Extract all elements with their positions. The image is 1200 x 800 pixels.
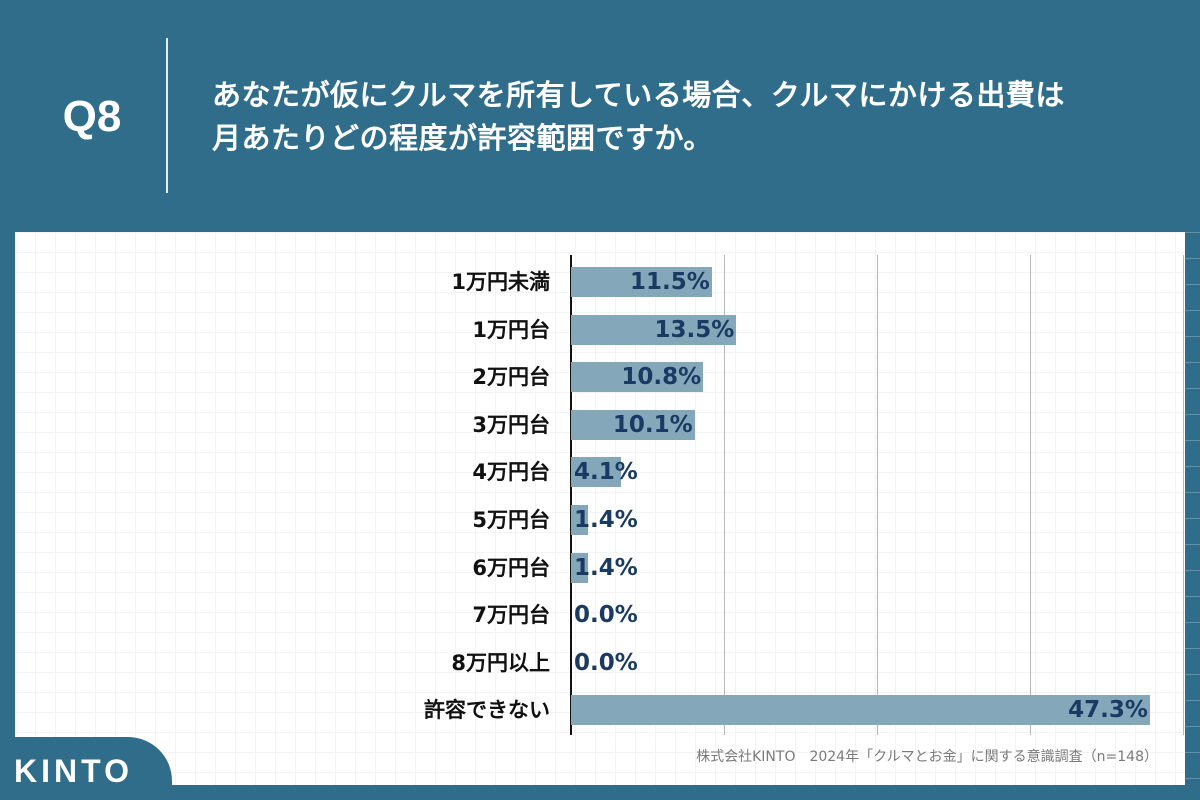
- footer-band: [0, 785, 1200, 800]
- gridline: [724, 255, 725, 735]
- category-label: 4万円台: [472, 460, 550, 485]
- value-label: 0.0%: [574, 649, 638, 676]
- category-label: 2万円台: [472, 365, 550, 390]
- bar: [571, 552, 589, 583]
- category-label: 8万円以上: [451, 650, 550, 675]
- question-title-line-2: 月あたりどの程度が許容範囲ですか。: [212, 121, 713, 155]
- bar: [571, 314, 737, 345]
- value-label: 1.4%: [574, 554, 638, 581]
- bar: [571, 362, 704, 393]
- bar: [571, 267, 712, 297]
- category-label: 許容できない: [424, 698, 550, 723]
- kinto-logo: KINTO: [14, 753, 133, 789]
- value-label: 1.4%: [574, 507, 638, 533]
- gridline: [1183, 255, 1184, 735]
- logo-tab: [0, 737, 172, 800]
- right-edge-strip: [1185, 232, 1200, 785]
- value-label: 10.1%: [612, 411, 693, 438]
- bar: [571, 457, 622, 488]
- category-label: 7万円台: [472, 603, 550, 628]
- bar-row: 1万円台 13.5%: [0, 314, 1200, 345]
- bar-row: 8万円以上 0.0%: [0, 648, 1200, 678]
- question-number: Q8: [62, 92, 122, 141]
- value-label: 0.0%: [574, 602, 638, 629]
- bar: [571, 695, 1150, 726]
- bar-row: 6万円台 1.4%: [0, 552, 1200, 583]
- category-label: 5万円台: [472, 508, 550, 532]
- bar-row: 5万円台 1.4%: [0, 505, 1200, 535]
- bar-row: 4万円台 4.1%: [0, 457, 1200, 488]
- category-label: 3万円台: [472, 412, 550, 437]
- bar-row: 許容できない 47.3%: [0, 695, 1200, 726]
- value-label: 10.8%: [621, 364, 702, 391]
- value-label: 4.1%: [574, 459, 638, 486]
- header-divider: [166, 38, 168, 193]
- value-label: 13.5%: [654, 316, 735, 343]
- bar-row: 3万円台 10.1%: [0, 409, 1200, 440]
- question-title: あなたが仮にクルマを所有している場合、クルマにかける出費は 月あたりどの程度が許…: [212, 74, 1172, 160]
- category-label: 1万円未満: [451, 270, 550, 294]
- source-note: 株式会社KINTO 2024年「クルマとお金」に関する意識調査（n=148）: [696, 749, 1158, 765]
- bar-row: 1万円未満 11.5%: [0, 267, 1200, 297]
- bar-row: 7万円台 0.0%: [0, 600, 1200, 630]
- category-label: 6万円台: [472, 555, 550, 580]
- value-label: 11.5%: [629, 269, 710, 295]
- question-title-line-1: あなたが仮にクルマを所有している場合、クルマにかける出費は: [212, 78, 1065, 112]
- value-label: 47.3%: [1068, 697, 1148, 724]
- bar: [571, 505, 589, 535]
- bar-row: 2万円台 10.8%: [0, 362, 1200, 393]
- category-label: 1万円台: [472, 317, 550, 342]
- y-axis-line: [570, 255, 572, 735]
- gridline: [1030, 255, 1031, 735]
- gridline: [877, 255, 878, 735]
- bar: [571, 409, 695, 440]
